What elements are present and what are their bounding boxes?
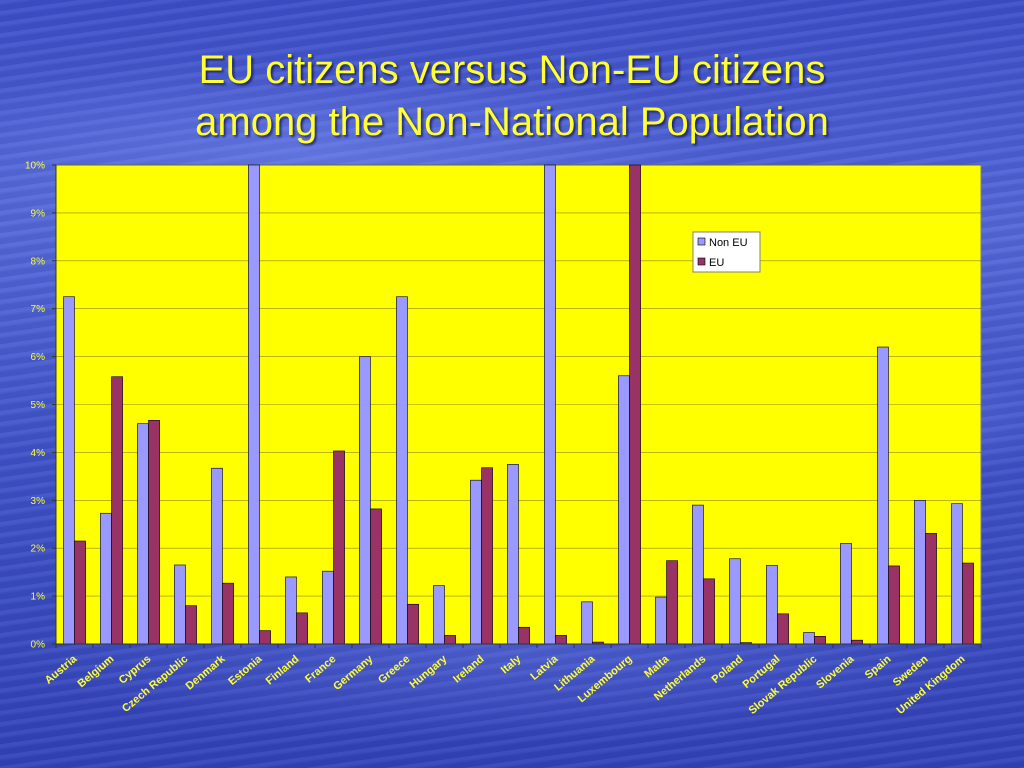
bar-non-eu [951,503,963,645]
y-tick-label: 4% [31,448,46,459]
x-tick-label: Spain [863,653,894,682]
bar-eu [518,626,530,645]
x-tick-label: Belgium [75,653,116,690]
x-tick-label: Finland [264,653,302,687]
x-tick-label: Italy [499,653,524,677]
x-tick-label: Germany [331,653,376,693]
bar-eu [629,164,641,645]
bar-eu [777,613,789,645]
bar-eu [259,630,271,645]
y-tick-label: 5% [31,400,46,411]
bar-non-eu [174,564,186,645]
bar-non-eu [211,467,223,645]
y-axis: 0% 1% 2% 3% 4% 5% 6% 7% 8% 9% 10% [25,161,57,651]
bar-eu [333,450,345,645]
legend-swatch-non-eu [697,237,706,246]
x-tick-label: Malta [642,653,672,681]
bar-non-eu [692,504,704,645]
x-tick-label: Ireland [451,653,486,685]
x-tick-label: United Kingdom [895,653,968,717]
y-tick-label: 9% [31,208,46,219]
bars [63,164,974,645]
bar-non-eu [729,558,741,645]
bar-eu [888,565,900,645]
x-tick-label: France [303,653,338,685]
bar-eu [555,635,567,645]
bar-eu [962,562,974,645]
y-tick-label: 6% [31,352,46,363]
bar-non-eu [581,601,593,645]
y-tick-label: 10% [25,161,45,172]
title-line-1: EU citizens versus Non-EU citizens [198,48,826,92]
y-tick-label: 3% [31,496,46,507]
bar-non-eu [433,585,445,645]
bar-non-eu [544,164,556,645]
y-tick-label: 2% [31,544,46,555]
legend-label-eu: EU [709,257,724,269]
title-line-2: among the Non-National Population [195,100,829,144]
bar-eu [481,467,493,645]
bar-non-eu [655,596,667,645]
bar-non-eu [914,499,926,645]
x-tick-label: Austria [43,653,80,687]
y-tick-label: 7% [31,304,46,315]
bar-eu [370,508,382,645]
y-tick-label: 8% [31,256,46,267]
bar-non-eu [100,512,112,645]
x-tick-label: Latvia [528,653,561,683]
bar-eu [148,420,160,645]
bar-non-eu [137,423,149,645]
x-tick-label: Slovenia [814,653,857,692]
legend-label-non-eu: Non EU [709,237,748,249]
bar-non-eu [840,543,852,645]
bar-eu [666,560,678,645]
bar-non-eu [766,565,778,645]
bar-eu [74,540,86,645]
bar-non-eu [803,632,815,645]
x-tick-label: Czech Republic [120,653,190,715]
bar-non-eu [248,164,260,645]
bar-eu [703,578,715,645]
slide-title: EU citizens versus Non-EU citizens among… [0,44,1024,148]
legend-swatch-eu [697,257,706,266]
bar-eu [407,603,419,645]
bar-non-eu [507,464,519,645]
bar-eu [814,636,826,645]
bar-eu [111,376,123,645]
bar-eu [296,612,308,645]
x-tick-label: Hungary [408,653,451,691]
x-tick-label: Slovak Republic [747,653,820,717]
bar-eu [851,639,863,645]
bar-non-eu [285,576,297,645]
x-tick-label: Denmark [184,653,228,693]
bar-non-eu [877,346,889,645]
bar-non-eu [359,356,371,645]
bar-non-eu [396,296,408,645]
bar-eu [185,605,197,645]
x-tick-label: Estonia [226,653,265,688]
y-tick-label: 1% [31,592,46,603]
bar-eu [925,533,937,645]
bar-non-eu [63,296,75,645]
y-tick-label: 0% [31,640,46,651]
bar-eu [444,635,456,645]
bar-non-eu [322,570,334,645]
bar-non-eu [470,479,482,645]
bar-non-eu [618,375,630,645]
legend: Non EU EU [692,231,761,273]
bar-eu [222,582,234,645]
